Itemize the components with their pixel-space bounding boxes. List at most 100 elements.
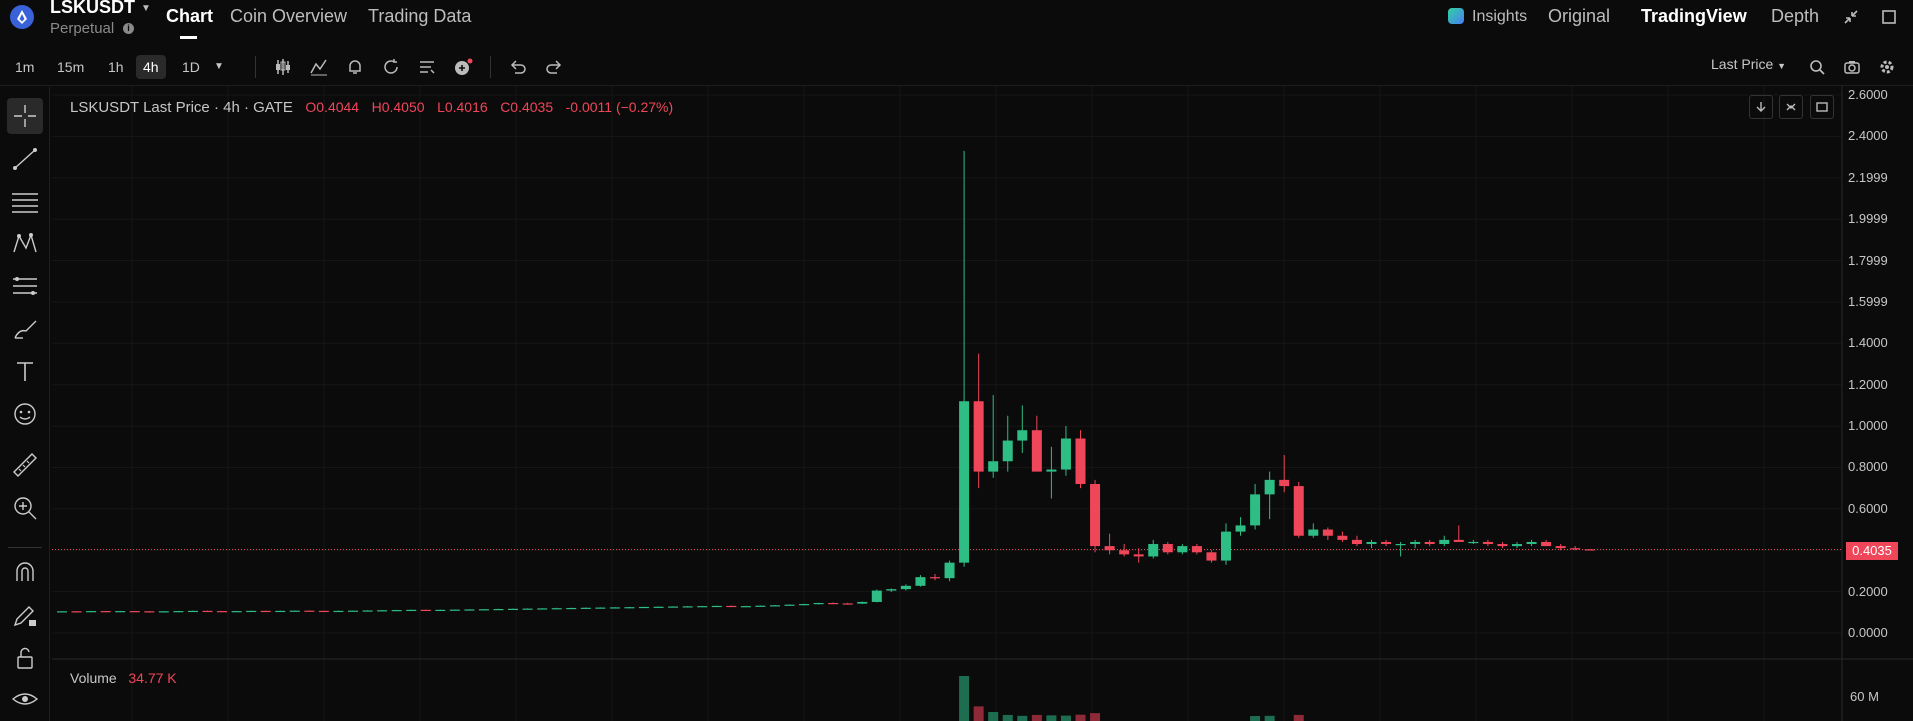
candle-body [522, 608, 533, 610]
active-tab-indicator [180, 36, 197, 39]
candle-body [289, 610, 300, 612]
timeframe-1m[interactable]: 1m [15, 59, 35, 75]
pencil-lock-icon [13, 606, 36, 627]
candle-body [1541, 541, 1552, 547]
candle-body [711, 605, 722, 608]
timeframe-15m[interactable]: 15m [57, 59, 85, 75]
candle-body [886, 589, 897, 591]
volume-axis-label: 60 M [1850, 689, 1879, 704]
candle-body [1002, 440, 1013, 462]
candle-body [377, 610, 388, 612]
candle-body [1322, 529, 1333, 536]
toolbar-divider [255, 56, 256, 78]
measure-tool[interactable] [7, 447, 43, 483]
symbol-name[interactable]: LSKUSDT [50, 0, 135, 17]
candle-body [537, 608, 548, 610]
tab-chart[interactable]: Chart [166, 6, 214, 26]
camera-icon[interactable] [1841, 56, 1863, 78]
candle-body [86, 611, 97, 613]
drawing-toolbar [0, 87, 50, 721]
candle-body [973, 401, 984, 472]
symbol-dropdown-icon[interactable]: ▼ [141, 3, 151, 14]
visibility-tool[interactable] [7, 681, 43, 717]
unlock-tool[interactable] [7, 640, 43, 676]
lock-drawing-tool[interactable] [7, 598, 43, 634]
candle-body [348, 610, 358, 612]
candle-body [668, 606, 679, 608]
timeframe-4h[interactable]: 4h [136, 55, 166, 79]
timeframe-1d[interactable]: 1D [182, 59, 200, 75]
candle-body [944, 562, 955, 579]
ai-insights-icon[interactable] [1448, 8, 1464, 24]
templates-icon[interactable] [416, 56, 438, 78]
price-type-select[interactable]: Last Price ▼ [1711, 56, 1787, 72]
tab-depth[interactable]: Depth [1771, 6, 1820, 26]
candle-body [1206, 552, 1217, 561]
zoom-tool[interactable] [7, 490, 43, 526]
more-timeframes-icon[interactable]: ▼ [214, 61, 224, 72]
info-icon[interactable]: i [123, 23, 134, 34]
undo-icon[interactable] [507, 56, 529, 78]
tab-original[interactable]: Original [1548, 6, 1611, 26]
candle-body [799, 604, 810, 606]
fibonacci-icon [13, 277, 37, 295]
candle-body [406, 609, 417, 612]
collapse-pane-icon [1786, 103, 1796, 111]
candle-body [493, 608, 504, 611]
trend-line-tool[interactable] [7, 141, 43, 177]
redo-icon[interactable] [543, 56, 565, 78]
arrow-down-icon [1756, 102, 1766, 112]
timeframe-1h[interactable]: 1h [108, 59, 124, 75]
candle-body [1221, 531, 1231, 561]
alert-icon[interactable] [344, 56, 366, 78]
candle-body [1512, 544, 1522, 547]
candle-type-icon[interactable] [272, 56, 294, 78]
candle-body [1293, 486, 1304, 536]
volume-bar [1250, 716, 1261, 721]
candle-body [275, 610, 286, 613]
crosshair-tool[interactable] [7, 98, 43, 134]
tool-divider [8, 547, 42, 548]
fullscreen-icon[interactable] [1881, 9, 1897, 25]
candle-body [100, 611, 111, 613]
legend-close: C0.4035 [500, 99, 554, 115]
scroll-down-button[interactable] [1749, 95, 1773, 119]
pattern-tool[interactable] [7, 226, 43, 262]
candle-body [566, 607, 577, 610]
horizontal-lines-tool[interactable] [7, 183, 43, 219]
fib-tool[interactable] [7, 268, 43, 304]
brush-tool[interactable] [7, 311, 43, 347]
magnet-tool[interactable] [7, 555, 43, 591]
candle-body [231, 611, 242, 613]
tab-tradingview[interactable]: TradingView [1641, 6, 1747, 26]
candle-body [580, 607, 591, 609]
candle-body [871, 590, 882, 602]
ruler-icon [13, 453, 37, 477]
candle-body [1482, 541, 1493, 545]
maximize-pane-button[interactable] [1810, 95, 1834, 119]
emoji-tool[interactable] [7, 396, 43, 432]
add-indicator-icon[interactable] [452, 56, 474, 78]
search-icon[interactable] [1806, 56, 1828, 78]
collapse-icon[interactable] [1843, 9, 1859, 25]
price-tick-label: 2.1999 [1848, 169, 1888, 185]
volume-legend: Volume 34.77 K [70, 670, 177, 686]
indicators-icon[interactable] [308, 56, 330, 78]
current-price-label: 0.4035 [1846, 542, 1898, 560]
settings-gear-icon[interactable] [1876, 56, 1898, 78]
candle-body [1351, 539, 1362, 545]
tab-coin-overview[interactable]: Coin Overview [230, 6, 348, 26]
tab-trading-data[interactable]: Trading Data [368, 6, 472, 26]
candle-body [828, 602, 839, 605]
replay-icon[interactable] [380, 56, 402, 78]
text-tool[interactable] [7, 353, 43, 389]
collapse-pane-button[interactable] [1779, 95, 1803, 119]
maximize-pane-icon [1816, 102, 1828, 112]
horizontal-lines-icon [12, 193, 38, 213]
candle-body [915, 577, 926, 586]
pattern-icon [13, 232, 37, 253]
tab-insights[interactable]: Insights [1472, 8, 1528, 25]
volume-bar [973, 706, 984, 721]
candle-body [682, 606, 693, 608]
